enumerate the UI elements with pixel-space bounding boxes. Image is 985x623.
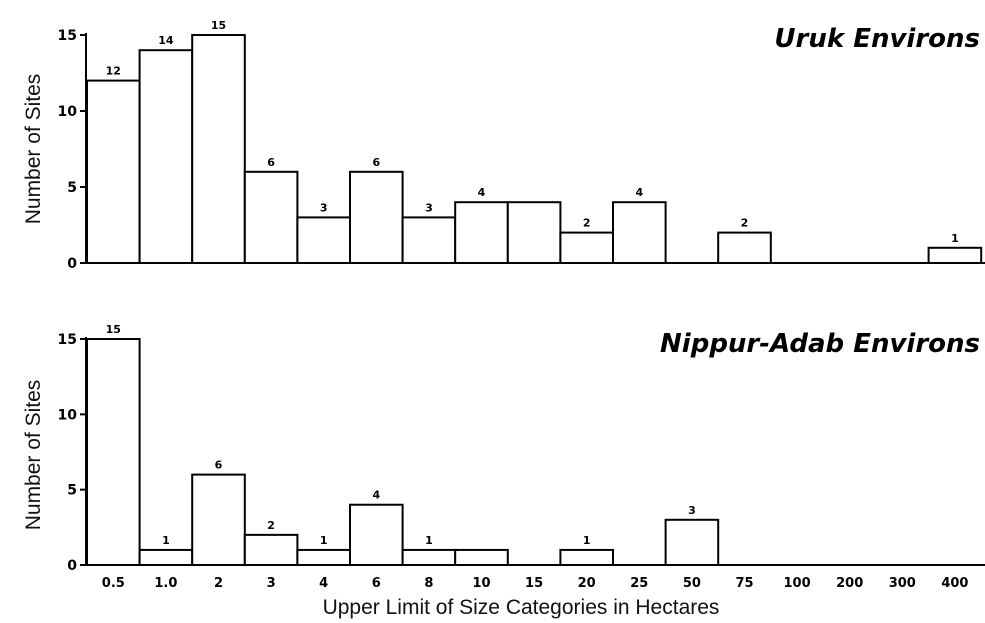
uruk-bar bbox=[296, 216, 351, 264]
uruk-data-labels: 12 14 15 6 3 6 3 4 2 4 2 1 bbox=[106, 19, 959, 245]
uruk-data-label: 2 bbox=[583, 217, 591, 230]
uruk-data-label: 1 bbox=[951, 232, 959, 245]
uruk-axes bbox=[85, 33, 985, 264]
uruk-bar bbox=[717, 231, 772, 265]
x-tick-label: 4 bbox=[319, 576, 328, 591]
nippur-adab-axes bbox=[85, 337, 985, 566]
uruk-data-label: 3 bbox=[425, 201, 433, 214]
x-tick-label: 200 bbox=[836, 576, 863, 591]
nippur-adab-bar bbox=[86, 338, 141, 566]
x-tick-label: 6 bbox=[372, 576, 381, 591]
uruk-panel-title: Uruk Environs bbox=[774, 24, 980, 54]
nippur-adab-data-label: 1 bbox=[162, 534, 170, 547]
x-tick-label: 400 bbox=[941, 576, 968, 591]
uruk-y-tick-label: 0 bbox=[67, 256, 77, 272]
x-tick-label: 0.5 bbox=[102, 576, 125, 591]
nippur-adab-bar bbox=[191, 473, 246, 567]
uruk-data-label: 14 bbox=[158, 34, 174, 47]
uruk-bar bbox=[86, 79, 141, 264]
nippur-adab-data-label: 1 bbox=[583, 534, 591, 547]
x-axis-label: Upper Limit of Size Categories in Hectar… bbox=[323, 596, 720, 619]
uruk-bar bbox=[612, 201, 667, 264]
nippur-adab-y-ticks: 0 5 10 15 bbox=[58, 332, 86, 574]
nippur-adab-bar bbox=[454, 548, 509, 567]
nippur-adab-data-label: 6 bbox=[215, 459, 223, 472]
nippur-adab-data-label: 4 bbox=[372, 489, 380, 502]
x-tick-label: 100 bbox=[784, 576, 811, 591]
nippur-adab-panel-title: Nippur-Adab Environs bbox=[660, 329, 980, 359]
x-tick-label: 1.0 bbox=[154, 576, 177, 591]
nippur-adab-bar bbox=[138, 548, 194, 567]
x-tick-label: 20 bbox=[578, 576, 596, 591]
nippur-adab-bar bbox=[401, 548, 457, 567]
x-tick-label: 75 bbox=[735, 576, 753, 591]
uruk-bar bbox=[191, 34, 246, 264]
x-tick-label: 2 bbox=[214, 576, 223, 591]
nippur-adab-data-labels: 15 1 6 2 1 4 1 1 3 bbox=[106, 323, 696, 547]
uruk-bar bbox=[138, 49, 194, 265]
nippur-adab-y-tick-label: 10 bbox=[58, 407, 78, 423]
nippur-adab-y-tick-label: 5 bbox=[67, 483, 77, 499]
nippur-adab-data-label: 2 bbox=[267, 519, 275, 532]
nippur-adab-bar bbox=[559, 548, 615, 567]
x-tick-label: 8 bbox=[424, 576, 433, 591]
uruk-data-label: 4 bbox=[635, 186, 643, 199]
uruk-data-label: 6 bbox=[372, 156, 380, 169]
uruk-data-label: 12 bbox=[106, 65, 121, 78]
uruk-y-tick-label: 10 bbox=[58, 104, 78, 120]
nippur-adab-bar bbox=[243, 533, 299, 566]
uruk-data-label: 4 bbox=[478, 186, 486, 199]
nippur-adab-data-label: 3 bbox=[688, 504, 696, 517]
uruk-y-tick-label: 15 bbox=[58, 28, 77, 44]
uruk-panel: Number of Sites Uruk Environs 1214156363… bbox=[22, 19, 985, 272]
uruk-data-label: 3 bbox=[320, 201, 328, 214]
nippur-adab-bar bbox=[296, 548, 351, 567]
x-tick-labels: 0.5 1.0 2 3 4 6 8 10 15 20 25 50 75 100 200 300 400 bbox=[102, 576, 969, 591]
nippur-adab-bar bbox=[664, 518, 720, 566]
nippur-adab-bar bbox=[349, 503, 404, 567]
x-tick-label: 25 bbox=[630, 576, 648, 591]
uruk-data-label: 2 bbox=[741, 217, 749, 230]
x-tick-label: 3 bbox=[267, 576, 276, 591]
uruk-y-axis-label: Number of Sites bbox=[22, 74, 45, 225]
nippur-adab-data-label: 1 bbox=[320, 534, 328, 547]
uruk-bar bbox=[243, 170, 299, 264]
x-tick-label: 10 bbox=[472, 576, 490, 591]
uruk-bar bbox=[927, 246, 983, 265]
uruk-y-tick-label: 5 bbox=[67, 180, 77, 196]
nippur-adab-bars bbox=[86, 338, 720, 567]
uruk-bar bbox=[559, 231, 615, 265]
nippur-adab-data-label: 1 bbox=[425, 534, 433, 547]
uruk-data-label: 15 bbox=[211, 19, 226, 32]
uruk-bar bbox=[401, 216, 457, 264]
x-tick-label: 300 bbox=[889, 576, 916, 591]
nippur-adab-data-label: 15 bbox=[106, 323, 121, 336]
nippur-adab-y-tick-label: 15 bbox=[58, 332, 77, 348]
x-tick-label: 50 bbox=[683, 576, 701, 591]
uruk-y-ticks: 0 5 10 15 bbox=[58, 28, 86, 272]
uruk-bar bbox=[506, 201, 562, 264]
uruk-data-label: 6 bbox=[267, 156, 275, 169]
x-tick-label: 15 bbox=[525, 576, 543, 591]
nippur-adab-y-axis-label: Number of Sites bbox=[22, 380, 45, 531]
nippur-adab-panel: Number of Sites Nippur-Adab Environs 151… bbox=[22, 323, 985, 591]
uruk-bars bbox=[86, 34, 983, 265]
uruk-bar bbox=[454, 201, 509, 264]
nippur-adab-y-tick-label: 0 bbox=[67, 558, 77, 574]
uruk-bar bbox=[349, 170, 404, 264]
